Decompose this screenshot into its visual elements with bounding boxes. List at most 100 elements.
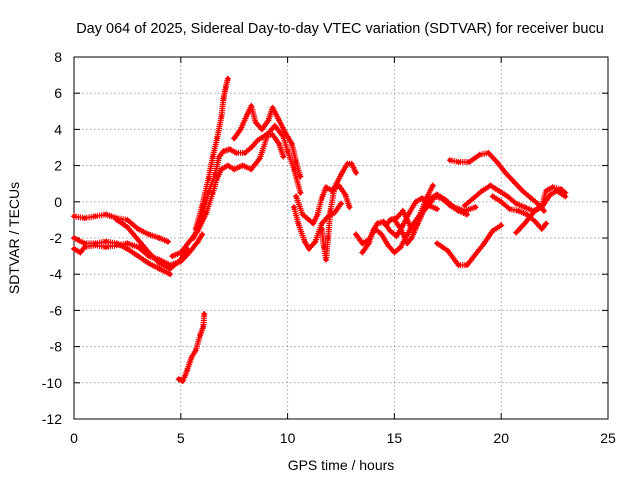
data-point — [219, 167, 224, 172]
data-point — [178, 250, 183, 255]
data-point — [103, 244, 109, 250]
y-axis-title: SDTVAR / TECUs — [6, 182, 22, 294]
data-point — [206, 190, 211, 195]
data-point — [259, 127, 265, 132]
data-point — [221, 148, 226, 154]
data-point — [225, 163, 230, 168]
y-tick-label: -12 — [42, 411, 62, 427]
data-point — [409, 226, 414, 232]
data-point — [249, 103, 254, 109]
data-point — [103, 212, 109, 217]
x-tick-label: 20 — [493, 430, 509, 446]
data-point — [415, 221, 421, 226]
y-tick-label: -8 — [50, 339, 63, 355]
data-point — [332, 185, 337, 190]
data-point — [210, 190, 215, 195]
data-point — [488, 183, 493, 188]
data-point — [319, 221, 324, 226]
data-point — [473, 205, 478, 210]
data-point — [82, 215, 87, 221]
data-point — [319, 226, 324, 232]
data-point — [387, 228, 393, 233]
data-point — [338, 172, 344, 177]
data-point — [464, 262, 470, 268]
data-point — [319, 196, 324, 201]
data-point — [193, 226, 198, 232]
data-point — [353, 170, 359, 175]
data-point — [167, 266, 173, 271]
x-tick-label: 0 — [70, 430, 78, 446]
data-point — [405, 232, 410, 237]
data-point — [71, 214, 77, 219]
data-point — [494, 159, 500, 165]
series-track-9 — [291, 200, 344, 252]
data-point — [232, 136, 237, 141]
data-point — [345, 161, 350, 166]
data-point — [187, 250, 192, 255]
data-point — [103, 239, 109, 244]
data-point — [398, 226, 403, 232]
data-point — [146, 261, 151, 266]
data-point — [467, 159, 472, 165]
data-point — [125, 246, 130, 252]
series-track-19 — [513, 184, 569, 236]
data-point — [114, 243, 119, 248]
data-point — [71, 246, 77, 252]
data-point — [306, 217, 312, 223]
data-point — [234, 150, 239, 156]
data-point — [146, 250, 151, 255]
data-point — [223, 85, 228, 91]
data-point — [511, 179, 517, 185]
data-point — [321, 244, 327, 250]
series-track-7 — [192, 75, 231, 232]
data-point — [550, 185, 555, 190]
data-point — [539, 203, 544, 208]
data-point — [219, 114, 224, 119]
data-layer — [71, 75, 569, 384]
data-point — [413, 199, 418, 204]
data-point — [490, 194, 495, 199]
series-track-8 — [231, 102, 304, 180]
data-point — [375, 221, 380, 226]
data-point — [214, 136, 220, 141]
data-point — [543, 221, 549, 226]
chart-title: Day 064 of 2025, Sidereal Day-to-day VTE… — [76, 21, 604, 37]
data-point — [227, 147, 233, 152]
data-point — [298, 174, 303, 179]
data-point — [409, 235, 414, 241]
data-point — [443, 197, 448, 203]
data-point — [430, 183, 435, 188]
data-point — [195, 239, 201, 244]
series-track-6 — [190, 131, 287, 241]
x-tick-label: 25 — [600, 430, 616, 446]
data-point — [315, 212, 320, 217]
data-point — [558, 186, 564, 192]
data-point — [217, 154, 222, 159]
series-track-20 — [489, 193, 550, 232]
data-point — [71, 235, 77, 241]
y-tick-label: 6 — [54, 85, 62, 101]
data-point — [505, 194, 510, 199]
data-point — [306, 246, 312, 252]
data-point — [185, 367, 190, 373]
data-point — [82, 241, 87, 246]
series-track-15 — [391, 191, 479, 247]
y-tick-label: -2 — [50, 230, 63, 246]
data-point — [464, 212, 470, 217]
data-point — [170, 253, 175, 259]
data-point — [253, 120, 258, 125]
series-markers — [446, 149, 547, 214]
data-point — [249, 145, 254, 150]
data-point — [499, 199, 504, 204]
data-point — [200, 232, 205, 237]
y-tick-label: -6 — [50, 302, 63, 318]
data-point — [293, 159, 299, 165]
x-tick-label: 15 — [387, 430, 403, 446]
data-point — [201, 324, 206, 329]
data-point — [462, 208, 468, 214]
data-point — [543, 188, 549, 194]
data-point — [514, 230, 519, 235]
data-point — [283, 130, 288, 136]
data-point — [298, 190, 303, 195]
data-point — [420, 196, 425, 201]
